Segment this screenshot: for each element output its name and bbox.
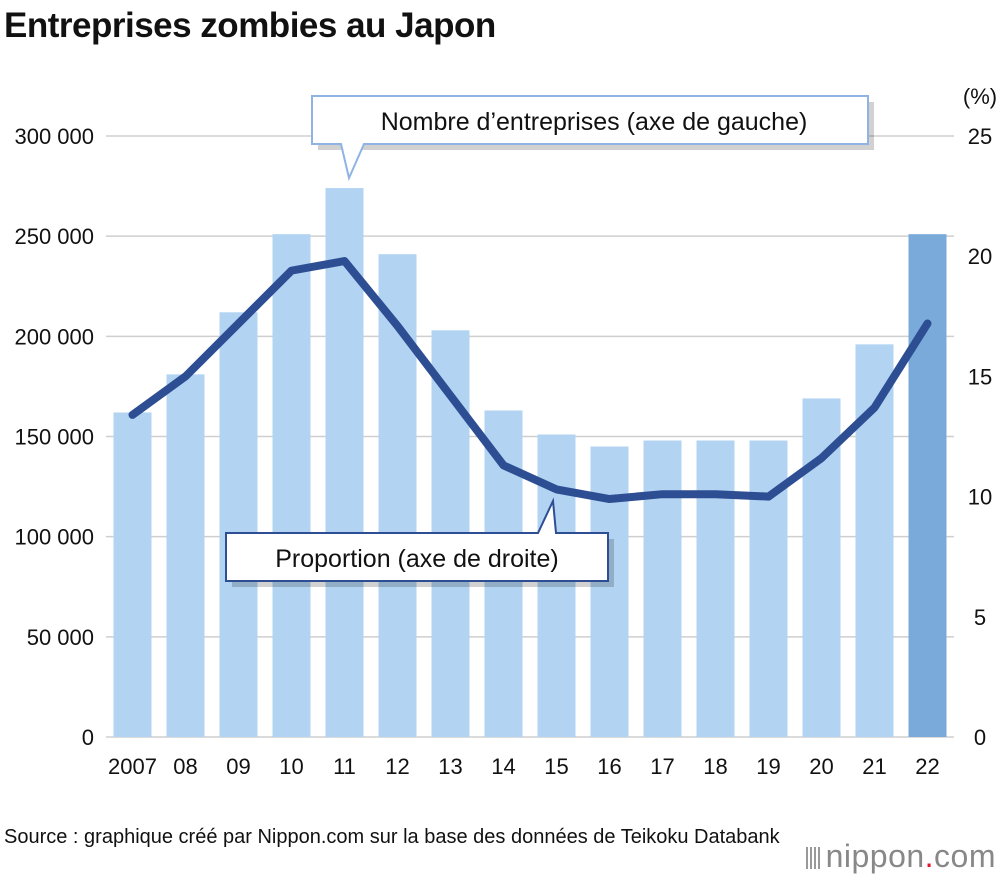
bar-series-label: Nombre d’entreprises (axe de gauche) [381, 108, 808, 136]
left-axis-tick-label: 0 [82, 725, 94, 750]
left-axis-tick-label: 150 000 [14, 425, 94, 450]
right-axis-unit-label: (%) [963, 84, 997, 109]
bar-callout-box [311, 95, 869, 182]
bar [166, 374, 205, 737]
line-callout-box [225, 497, 609, 582]
x-axis-tick-label: 11 [333, 754, 356, 779]
right-axis-tick-label: 25 [968, 124, 992, 149]
line-series-label: Proportion (axe de droite) [275, 545, 558, 573]
x-axis-tick-label: 13 [438, 754, 462, 779]
bar [113, 412, 152, 737]
bar [378, 254, 417, 738]
x-axis-tick-label: 12 [385, 754, 409, 779]
left-axis-tick-label: 200 000 [14, 324, 94, 349]
left-axis-tick-label: 50 000 [27, 625, 94, 650]
left-axis-tick-label: 100 000 [14, 525, 94, 550]
source-note: Source : graphique créé par Nippon.com s… [4, 826, 780, 848]
x-axis-tick-label: 17 [650, 754, 674, 779]
x-axis-tick-label: 14 [491, 754, 515, 779]
right-axis-tick-label: 10 [968, 485, 992, 510]
chart-area: 0 50 000 100 000 150 000 200 000 250 000 300 0… [14, 84, 997, 779]
x-axis-tick-label: 2007 [108, 754, 157, 779]
right-axis-tick-label: 5 [974, 605, 986, 630]
x-axis-tick-label: 09 [226, 754, 250, 779]
brand-mark-icon [805, 847, 820, 869]
x-axis-tick-label: 16 [597, 754, 621, 779]
x-axis-tick-label: 08 [173, 754, 197, 779]
bar [643, 440, 682, 737]
right-axis-tick-label: 15 [968, 364, 992, 389]
proportion-line [128, 257, 932, 504]
bar [325, 188, 364, 737]
brand-dot: . [924, 838, 935, 874]
x-axis-tick-label: 18 [703, 754, 727, 779]
x-axis-tick-label: 21 [862, 754, 886, 779]
x-axis-tick-label: 20 [809, 754, 833, 779]
bar [908, 234, 947, 737]
brand-logo: nippon.com [805, 838, 996, 875]
chart-title: Entreprises zombies au Japon [4, 6, 496, 45]
brand-tld: com [934, 838, 996, 874]
x-axis-tick-label: 22 [915, 754, 939, 779]
bar [219, 312, 258, 737]
bar [696, 440, 735, 737]
right-axis-tick-label: 20 [968, 244, 992, 269]
x-axis-tick-label: 19 [756, 754, 780, 779]
bar [272, 234, 311, 737]
brand-name: nippon [825, 838, 925, 874]
left-axis-tick-label: 250 000 [14, 224, 94, 249]
x-axis-tick-label: 10 [279, 754, 303, 779]
x-axis-tick-label: 15 [544, 754, 568, 779]
right-axis-tick-label: 0 [974, 725, 986, 750]
left-axis-tick-label: 300 000 [14, 124, 94, 149]
bar [590, 446, 629, 737]
